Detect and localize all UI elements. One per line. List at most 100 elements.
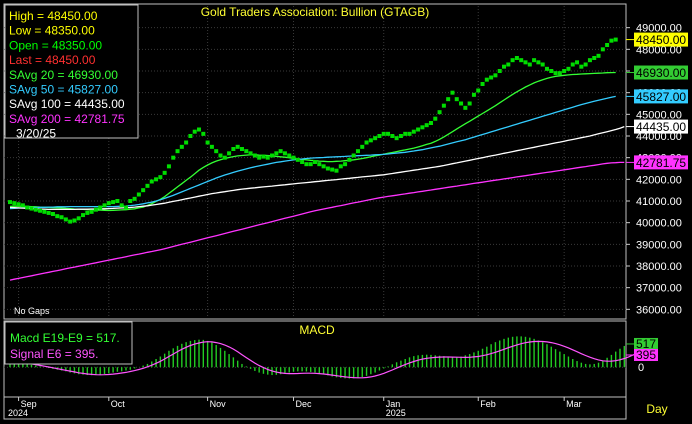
price-tick-label: 38000.00 [636,261,682,273]
price-point [192,129,197,134]
macd-tick-label: 0 [638,362,644,374]
price-point [510,58,515,63]
price-point [502,64,507,69]
price-point [244,149,249,154]
price-point [72,218,77,223]
price-point [171,155,176,160]
macd-tag-bg [634,337,658,350]
no-gaps-label: No Gaps [14,306,50,316]
price-point [493,73,498,78]
price-point [111,200,116,205]
price-point [184,140,189,145]
price-point [377,134,382,138]
macd-title: MACD [299,323,335,337]
price-point [227,151,232,156]
price-point [248,151,253,156]
price-point [257,155,262,160]
period-label[interactable]: Day [646,402,667,416]
price-point [459,101,464,106]
price-point [394,136,399,141]
price-point [222,155,227,160]
price-point [557,71,562,76]
price-tag-bg [634,155,688,170]
price-point [239,147,244,151]
date-axis-frame [3,396,627,420]
price-point [605,43,610,47]
price-point [63,217,68,222]
price-tick-label: 37000.00 [636,283,682,295]
price-point [596,53,601,58]
price-point [218,153,223,158]
macd-info-box [4,321,133,365]
price-point [179,144,184,149]
price-point [330,167,335,172]
month-label: Dec [296,399,313,409]
series-line-savg-100 [9,125,625,211]
price-point [29,206,34,211]
price-point [450,90,455,95]
price-point [270,153,275,158]
month-label: Nov [210,399,227,409]
price-point [523,60,528,65]
moving-average-lines [9,71,625,281]
price-point [343,162,348,167]
month-label: Sep [21,399,37,409]
info-line-1: Low = 48350.00 [9,24,95,38]
price-point [398,134,403,138]
series-line-savg-20 [9,71,616,212]
price-tag-label: 42781.75 [636,156,686,170]
price-point [446,97,451,102]
price-point [252,153,257,158]
month-label: Mar [566,399,582,409]
price-point [471,92,476,97]
price-point [308,162,313,167]
price-point [42,209,47,214]
price-tags: 48450.00 46930.00 45827.00 44435.00 42781.75 [626,32,688,170]
price-point [154,177,159,182]
info-line-3: Last = 48450.00 [9,53,96,67]
price-point [338,164,343,169]
info-line-4: SAvg 20 = 46930.00 [9,68,118,82]
price-points [8,37,618,224]
price-point [132,196,137,201]
price-point [364,140,369,145]
price-tag-bg [634,89,688,104]
price-point [390,134,395,138]
price-point [437,110,442,115]
date-axis: Sep Oct Nov Dec Jan Feb Mar 2024 2025 [8,397,582,418]
price-point [141,188,146,193]
price-point [46,210,51,215]
price-point [106,201,111,206]
price-point [85,210,90,215]
info-line-7: SAvg 200 = 42781.75 [9,112,125,126]
macd-tag-bg [634,348,658,361]
price-point [128,199,133,203]
price-point [540,62,545,67]
series-line-savg-50 [9,95,616,210]
price-point [467,101,472,106]
price-point [527,62,532,67]
year-label: 2025 [386,408,406,418]
price-point [261,154,266,159]
price-point [123,205,128,210]
price-point [136,192,141,197]
price-point [416,127,421,132]
price-point [484,77,489,82]
macd-tag-label: 395 [636,348,656,362]
price-point [544,66,549,71]
price-point [454,97,459,102]
price-point [441,103,446,108]
price-point [119,203,124,208]
price-point [158,175,163,180]
price-point [480,82,485,86]
price-point [583,62,588,67]
price-point [50,212,55,216]
price-point [287,153,292,158]
price-point [570,62,575,67]
price-tick-label: 49000.00 [636,23,682,35]
price-point [355,149,360,154]
price-point [59,215,64,220]
price-point [325,166,330,171]
